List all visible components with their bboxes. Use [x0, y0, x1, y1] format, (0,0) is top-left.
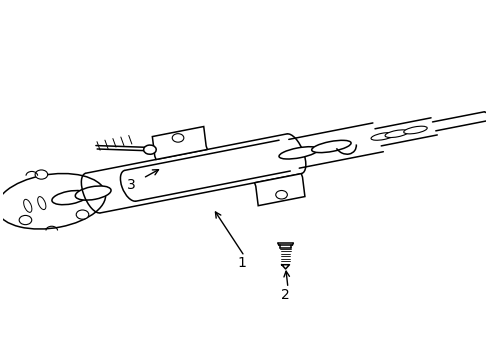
Polygon shape	[152, 126, 207, 159]
Text: 2: 2	[281, 288, 289, 302]
Polygon shape	[281, 265, 289, 269]
Text: 1: 1	[237, 256, 246, 270]
Ellipse shape	[384, 130, 407, 138]
Ellipse shape	[52, 190, 87, 205]
Ellipse shape	[23, 199, 32, 212]
Ellipse shape	[403, 126, 427, 134]
Ellipse shape	[275, 190, 287, 199]
Ellipse shape	[76, 210, 89, 219]
Ellipse shape	[35, 170, 48, 179]
Ellipse shape	[172, 134, 183, 142]
Ellipse shape	[311, 140, 350, 153]
Ellipse shape	[75, 186, 111, 200]
Ellipse shape	[19, 215, 32, 225]
Ellipse shape	[0, 174, 105, 229]
Ellipse shape	[38, 197, 46, 210]
Polygon shape	[254, 174, 305, 206]
Text: 3: 3	[126, 178, 135, 192]
Ellipse shape	[143, 145, 156, 154]
Ellipse shape	[279, 147, 318, 159]
Ellipse shape	[370, 132, 394, 140]
